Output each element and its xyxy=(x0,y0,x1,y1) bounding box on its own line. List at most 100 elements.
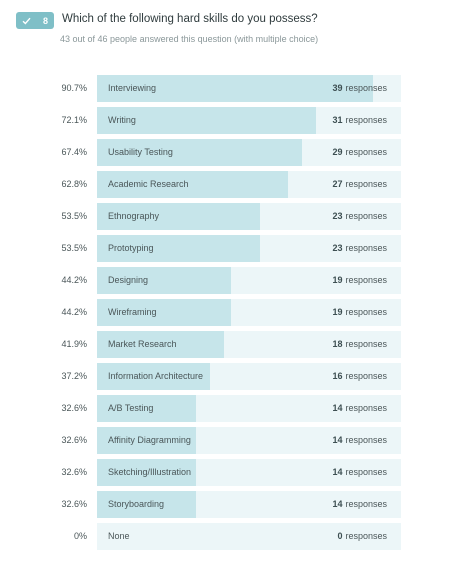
option-label: Affinity Diagramming xyxy=(108,435,191,445)
response-count: 19 responses xyxy=(332,299,387,326)
bar-track: Writing 31 responses xyxy=(97,107,401,134)
bar-fill xyxy=(97,171,288,198)
response-count-word: responses xyxy=(345,179,387,189)
response-count-number: 14 xyxy=(332,403,343,413)
response-count-number: 18 xyxy=(332,339,343,349)
bar-fill xyxy=(97,107,316,134)
response-count: 29 responses xyxy=(332,139,387,166)
response-count-number: 19 xyxy=(332,307,343,317)
response-percent: 32.6% xyxy=(61,403,87,413)
check-icon xyxy=(22,17,31,25)
response-count: 23 responses xyxy=(332,203,387,230)
response-count-word: responses xyxy=(345,371,387,381)
response-count-word: responses xyxy=(345,115,387,125)
bar-fill xyxy=(97,395,196,422)
bar-fill xyxy=(97,75,373,102)
response-count-number: 14 xyxy=(332,499,343,509)
response-count-number: 14 xyxy=(332,467,343,477)
response-percent: 67.4% xyxy=(61,147,87,157)
response-count: 19 responses xyxy=(332,267,387,294)
response-count-word: responses xyxy=(345,211,387,221)
option-label: Academic Research xyxy=(108,179,189,189)
response-count: 16 responses xyxy=(332,363,387,390)
response-count: 27 responses xyxy=(332,171,387,198)
bar-track: Wireframing 19 responses xyxy=(97,299,401,326)
bar-track: A/B Testing 14 responses xyxy=(97,395,401,422)
response-count-word: responses xyxy=(345,83,387,93)
response-row: 62.8% Academic Research 27 responses xyxy=(0,171,461,198)
option-label: Ethnography xyxy=(108,211,160,221)
bar-fill xyxy=(97,235,260,262)
response-row: 41.9% Market Research 18 responses xyxy=(0,331,461,358)
option-label: Sketching/Illustration xyxy=(108,467,192,477)
question-subtitle: 43 out of 46 people answered this questi… xyxy=(60,34,319,44)
bar-track: Storyboarding 14 responses xyxy=(97,491,401,518)
bar-track: Information Architecture 16 responses xyxy=(97,363,401,390)
response-count-number: 23 xyxy=(332,211,343,221)
response-count: 23 responses xyxy=(332,235,387,262)
response-count: 14 responses xyxy=(332,491,387,518)
response-count-word: responses xyxy=(345,467,387,477)
response-count-word: responses xyxy=(345,403,387,413)
bar-fill xyxy=(97,331,224,358)
response-percent: 44.2% xyxy=(61,307,87,317)
response-percent: 0% xyxy=(73,531,87,541)
response-count: 14 responses xyxy=(332,427,387,454)
response-count-word: responses xyxy=(345,275,387,285)
response-count-number: 16 xyxy=(332,371,343,381)
response-row: 67.4% Usability Testing 29 responses xyxy=(0,139,461,166)
response-percent: 53.5% xyxy=(61,211,87,221)
response-count: 0 responses xyxy=(337,523,387,550)
response-count-number: 27 xyxy=(332,179,343,189)
response-count: 31 responses xyxy=(332,107,387,134)
bar-track: None 0 responses xyxy=(97,523,401,550)
bar-track: Affinity Diagramming 14 responses xyxy=(97,427,401,454)
option-label: Prototyping xyxy=(108,243,154,253)
response-row: 32.6% Storyboarding 14 responses xyxy=(0,491,461,518)
bar-track: Market Research 18 responses xyxy=(97,331,401,358)
response-count-number: 19 xyxy=(332,275,343,285)
response-row: 53.5% Prototyping 23 responses xyxy=(0,235,461,262)
response-count: 39 responses xyxy=(332,75,387,102)
question-number-badge: 8 xyxy=(16,12,54,29)
response-count-number: 39 xyxy=(332,83,343,93)
response-bar-chart: 90.7% Interviewing 39 responses 72.1% Writing… xyxy=(0,75,461,555)
response-row: 32.6% A/B Testing 14 responses xyxy=(0,395,461,422)
response-percent: 53.5% xyxy=(61,243,87,253)
option-label: Interviewing xyxy=(108,83,157,93)
response-count: 14 responses xyxy=(332,395,387,422)
response-row: 44.2% Designing 19 responses xyxy=(0,267,461,294)
response-percent: 44.2% xyxy=(61,275,87,285)
response-row: 0% None 0 responses xyxy=(0,523,461,550)
response-count-number: 0 xyxy=(337,531,343,541)
response-count-number: 29 xyxy=(332,147,343,157)
response-percent: 32.6% xyxy=(61,499,87,509)
bar-track: Sketching/Illustration 14 responses xyxy=(97,459,401,486)
response-percent: 62.8% xyxy=(61,179,87,189)
response-row: 32.6% Affinity Diagramming 14 responses xyxy=(0,427,461,454)
response-count-number: 14 xyxy=(332,435,343,445)
response-count-word: responses xyxy=(345,243,387,253)
response-percent: 72.1% xyxy=(61,115,87,125)
response-count-word: responses xyxy=(345,307,387,317)
option-label: Market Research xyxy=(108,339,177,349)
response-row: 90.7% Interviewing 39 responses xyxy=(0,75,461,102)
bar-fill xyxy=(97,139,302,166)
bar-fill xyxy=(97,267,231,294)
response-count-number: 23 xyxy=(332,243,343,253)
response-percent: 41.9% xyxy=(61,339,87,349)
option-label: Wireframing xyxy=(108,307,157,317)
option-label: Designing xyxy=(108,275,149,285)
response-count-word: responses xyxy=(345,499,387,509)
question-title: Which of the following hard skills do yo… xyxy=(62,13,318,25)
response-row: 44.2% Wireframing 19 responses xyxy=(0,299,461,326)
response-count: 18 responses xyxy=(332,331,387,358)
response-percent: 32.6% xyxy=(61,467,87,477)
option-label: Writing xyxy=(108,115,136,125)
response-percent: 37.2% xyxy=(61,371,87,381)
bar-fill xyxy=(97,363,210,390)
response-row: 37.2% Information Architecture 16 responses xyxy=(0,363,461,390)
bar-track: Usability Testing 29 responses xyxy=(97,139,401,166)
response-count-word: responses xyxy=(345,147,387,157)
bar-fill xyxy=(97,299,231,326)
